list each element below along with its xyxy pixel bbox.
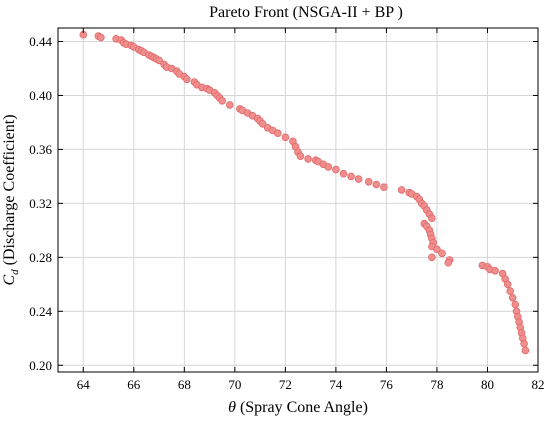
data-point <box>428 253 436 262</box>
y-axis-symbol: C <box>1 275 18 286</box>
y-axis-text: (Discharge Coefficient) <box>1 114 18 269</box>
data-point <box>296 152 305 161</box>
grid <box>58 28 538 372</box>
data-point <box>521 346 530 355</box>
data-point <box>347 172 355 181</box>
x-tick-label: 64 <box>77 377 91 392</box>
y-tick-label: 0.44 <box>29 34 52 49</box>
x-tick-label: 76 <box>380 377 394 392</box>
data-point <box>511 300 520 309</box>
data-point <box>438 249 446 258</box>
data-point <box>183 75 191 84</box>
x-axis-text: (Spray Cone Angle) <box>236 399 368 416</box>
data-point <box>508 293 517 302</box>
data-point <box>339 169 348 178</box>
y-tick-label: 0.24 <box>29 304 52 319</box>
y-axis-title: Cd (Discharge Coefficient) <box>1 114 21 285</box>
data-point <box>364 178 373 186</box>
data-point <box>520 339 528 348</box>
data-point <box>324 163 333 171</box>
plot-frame <box>57 27 539 373</box>
x-axis-title: θ (Spray Cone Angle) <box>228 399 368 416</box>
y-tick-labels: 0.20 0.24 0.28 0.32 0.36 0.40 0.44 <box>29 34 52 373</box>
y-tick-label: 0.28 <box>29 250 52 265</box>
data-point <box>332 165 340 174</box>
ticks <box>58 28 539 372</box>
y-tick-label: 0.36 <box>29 142 52 157</box>
data-point <box>97 33 105 42</box>
y-tick-label: 0.32 <box>29 196 52 211</box>
data-point <box>372 180 381 189</box>
y-tick-label: 0.40 <box>29 88 52 103</box>
x-tick-label: 66 <box>127 377 141 392</box>
x-tick-label: 72 <box>279 377 292 392</box>
points <box>79 30 530 355</box>
data-point <box>155 56 163 65</box>
data-point <box>444 258 453 267</box>
y-axis-subscript: d <box>9 269 21 275</box>
data-point <box>428 214 436 223</box>
x-tick-label: 80 <box>481 377 494 392</box>
data-point <box>380 183 388 192</box>
data-point <box>491 266 499 275</box>
data-point <box>226 101 234 109</box>
x-axis-symbol: θ <box>228 399 236 416</box>
data-point <box>218 97 227 105</box>
data-point <box>304 155 312 163</box>
data-point <box>433 245 441 254</box>
x-tick-label: 68 <box>178 377 191 392</box>
x-tick-label: 82 <box>532 377 545 392</box>
y-tick-label: 0.20 <box>29 358 52 373</box>
data-point <box>503 280 512 289</box>
data-point <box>354 175 363 183</box>
data-point <box>258 120 267 128</box>
data-point <box>273 129 282 138</box>
data-point <box>397 186 406 194</box>
data-point <box>281 133 290 142</box>
x-tick-labels: 64 66 68 70 72 74 76 78 80 82 <box>77 377 545 392</box>
data-point <box>506 287 515 295</box>
x-tick-label: 74 <box>329 377 343 392</box>
x-tick-label: 70 <box>228 377 241 392</box>
x-tick-label: 78 <box>430 377 443 392</box>
chart-title: Pareto Front (NSGA-II + BP ) <box>209 4 403 21</box>
